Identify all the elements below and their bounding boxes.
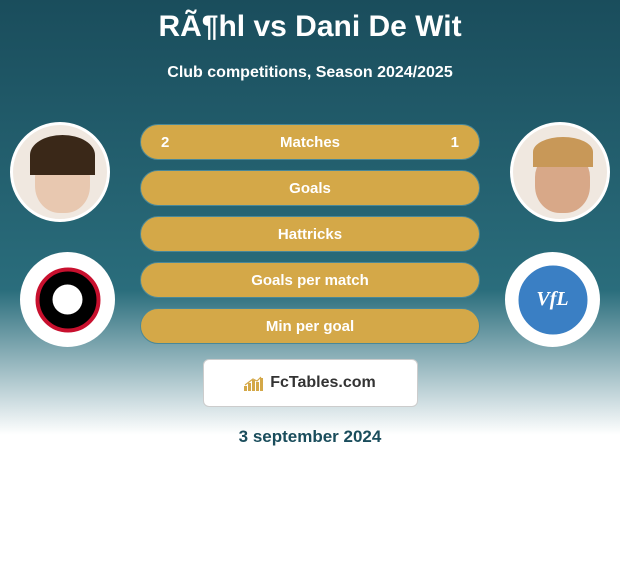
- stat-row-matches: 2 Matches 1: [140, 124, 480, 160]
- brand-text: FcTables.com: [270, 374, 376, 392]
- stat-label: Min per goal: [266, 318, 354, 335]
- stat-row-hattricks: Hattricks: [140, 216, 480, 252]
- stat-row-goals: Goals: [140, 170, 480, 206]
- stat-rows: 2 Matches 1 Goals Hattricks Goals per ma…: [140, 122, 480, 344]
- club-badge-left-inner: [35, 267, 100, 332]
- stat-row-min-per-goal: Min per goal: [140, 308, 480, 344]
- stat-value-right: 1: [451, 134, 459, 151]
- comparison-area: 2 Matches 1 Goals Hattricks Goals per ma…: [0, 122, 620, 447]
- stat-row-goals-per-match: Goals per match: [140, 262, 480, 298]
- stat-value-left: 2: [161, 134, 169, 151]
- stat-label: Matches: [280, 134, 340, 151]
- player-face-right: [513, 125, 607, 219]
- player-avatar-right: [510, 122, 610, 222]
- player-avatar-left: [10, 122, 110, 222]
- player-face-left: [13, 125, 107, 219]
- club-badge-right-inner: [515, 262, 590, 337]
- stat-label: Goals per match: [251, 272, 369, 289]
- club-badge-left: [20, 252, 115, 347]
- chart-icon: [244, 376, 264, 391]
- brand-box[interactable]: FcTables.com: [203, 359, 418, 407]
- page-subtitle: Club competitions, Season 2024/2025: [0, 64, 620, 82]
- page-title: RÃ¶hl vs Dani De Wit: [0, 0, 620, 44]
- stat-label: Goals: [289, 180, 331, 197]
- footer-date: 3 september 2024: [10, 427, 610, 447]
- stat-label: Hattricks: [278, 226, 342, 243]
- club-badge-right: [505, 252, 600, 347]
